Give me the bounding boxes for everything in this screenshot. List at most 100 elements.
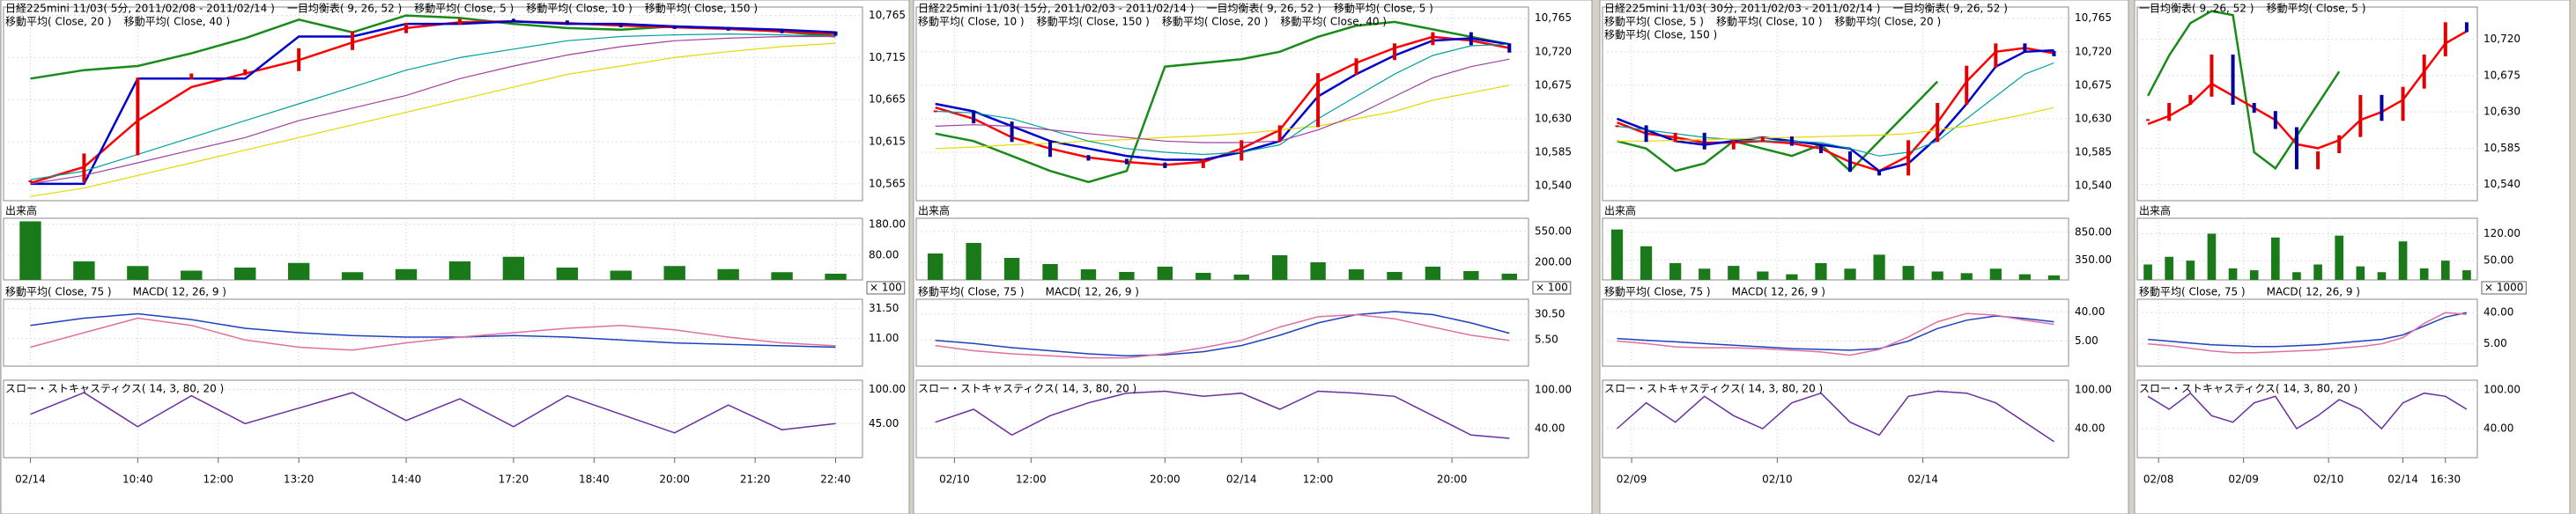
candle: [1760, 136, 1765, 143]
volume-bar: [1080, 269, 1097, 280]
legend-label: 移動平均( Close, 10 ): [918, 16, 1025, 28]
y-tick-label: 10,675: [2483, 69, 2520, 81]
volume-bar: [966, 243, 981, 280]
chart-pane: 10,765 10,720 10,675 10,630 10,585 10,540 日経22…: [913, 0, 1593, 514]
y-tick-label: 40.00: [2483, 422, 2513, 435]
volume-bar: [1699, 268, 1711, 280]
panel-label: スロー・ストキャスティクス( 14, 3, 80, 20 ): [2139, 383, 2358, 395]
candle: [1644, 125, 1648, 143]
x-tick-label: 02/09: [2228, 474, 2259, 486]
candle: [933, 110, 937, 113]
volume-bar: [2398, 241, 2408, 280]
volume-bar: [2270, 237, 2280, 280]
candle: [2443, 22, 2447, 56]
legend-label: 一目均衡表( 9, 26, 52 ): [1892, 3, 2007, 15]
series-line: [1617, 315, 2054, 351]
candle: [2146, 119, 2150, 121]
x-tick-label: 02/14: [15, 474, 46, 486]
volume-bar: [1844, 268, 1856, 280]
y-tick-label: 10,630: [1535, 112, 1572, 124]
x-tick-label: 16:30: [2431, 474, 2461, 486]
volume-bar: [1271, 255, 1288, 280]
candle: [2052, 50, 2056, 56]
y-tick-label: 100.00: [869, 383, 906, 395]
series-line: [30, 392, 836, 434]
y-tick-label: 550.00: [1535, 225, 1572, 238]
y-tick-label: 350.00: [2075, 253, 2112, 266]
series-line: [30, 20, 836, 186]
candle: [1431, 32, 1435, 46]
y-tick-label: 10,630: [2075, 112, 2112, 124]
series-line: [935, 20, 1510, 184]
legend-label: 移動平均( Close, 5 ): [414, 3, 514, 15]
volume-bar: [1425, 267, 1441, 280]
volume-bar: [1501, 274, 1517, 280]
macd-panel-frame: [2136, 298, 2478, 367]
candle: [1731, 140, 1736, 150]
volume-bar: [1310, 262, 1326, 280]
candle: [1789, 136, 1794, 146]
series-line: [2148, 312, 2467, 354]
volume-bar: [663, 266, 685, 280]
candle: [1124, 158, 1129, 165]
x-tick-label: 20:00: [1150, 474, 1181, 486]
legend-label: 一目均衡表( 9, 26, 52 ): [287, 3, 402, 15]
candle: [2294, 127, 2298, 170]
panel-label: MACD( 12, 26, 9 ): [1732, 286, 1825, 298]
volume-bar: [1195, 273, 1211, 280]
y-tick-label: 10,540: [1535, 180, 1572, 192]
volume-bar: [2440, 261, 2450, 280]
candle: [2252, 103, 2256, 114]
volume-bar: [825, 274, 847, 280]
candle: [1507, 43, 1512, 53]
candle: [1392, 43, 1396, 61]
y-tick-label: 40.00: [2075, 422, 2105, 435]
volume-bar: [1902, 266, 1914, 280]
legend-label: 日経225mini 11/03( 30分, 2011/02/03 - 2011/…: [1604, 3, 1880, 15]
candle: [2231, 55, 2235, 105]
legend-label: 移動平均( Close, 40 ): [1280, 16, 1387, 28]
y-tick-label: 10,675: [1535, 78, 1572, 91]
y-tick-label: 80.00: [869, 249, 899, 261]
candle: [82, 153, 86, 182]
y-tick-label: 40.00: [2075, 305, 2105, 318]
volume-bar: [1387, 272, 1403, 280]
candle: [1086, 155, 1091, 161]
volume-bar: [1463, 271, 1479, 280]
x-tick-label: 02/10: [2313, 474, 2344, 486]
candle: [1994, 43, 1998, 68]
legend-label: 移動平均( Close, 20 ): [5, 16, 112, 28]
candle: [1936, 103, 1940, 143]
series-line: [2147, 392, 2468, 430]
y-tick-label: 120.00: [2483, 227, 2520, 239]
volume-bar: [2228, 268, 2238, 280]
volume-bar: [1786, 274, 1798, 280]
x-tick-label: 10:40: [122, 474, 153, 486]
candle: [297, 48, 301, 71]
x-tick-label: 02/14: [1226, 474, 1257, 486]
y-tick-label: 100.00: [2075, 384, 2112, 396]
y-tick-label: 10,715: [869, 51, 906, 63]
series-line: [935, 37, 1510, 161]
x-tick-label: 18:40: [579, 474, 610, 486]
candle: [2464, 22, 2469, 33]
series-line: [1617, 48, 2054, 173]
panel-label: スロー・ストキャスティクス( 14, 3, 80, 20 ): [1604, 383, 1823, 395]
panel-label: 出来高: [918, 204, 950, 217]
series-line: [935, 84, 1510, 150]
legend-label: 移動平均( Close, 10 ): [526, 3, 633, 15]
y-tick-label: 40.00: [2483, 306, 2513, 319]
y-tick-label: 5.00: [2075, 334, 2099, 347]
candle: [1048, 140, 1053, 158]
macd-panel-frame: [3, 298, 863, 367]
unit-label: × 1000: [2484, 282, 2523, 294]
panel-label: MACD( 12, 26, 9 ): [1046, 286, 1139, 298]
y-tick-label: 31.50: [869, 302, 899, 314]
volume-bar: [1610, 229, 1624, 280]
volume-bar: [610, 270, 632, 280]
candle: [1702, 132, 1706, 150]
volume-bar: [287, 262, 310, 280]
legend-label: 日経225mini 11/03( 5分, 2011/02/08 - 2011/0…: [5, 3, 275, 15]
candle: [972, 110, 976, 124]
volume-bar: [1931, 271, 1943, 280]
